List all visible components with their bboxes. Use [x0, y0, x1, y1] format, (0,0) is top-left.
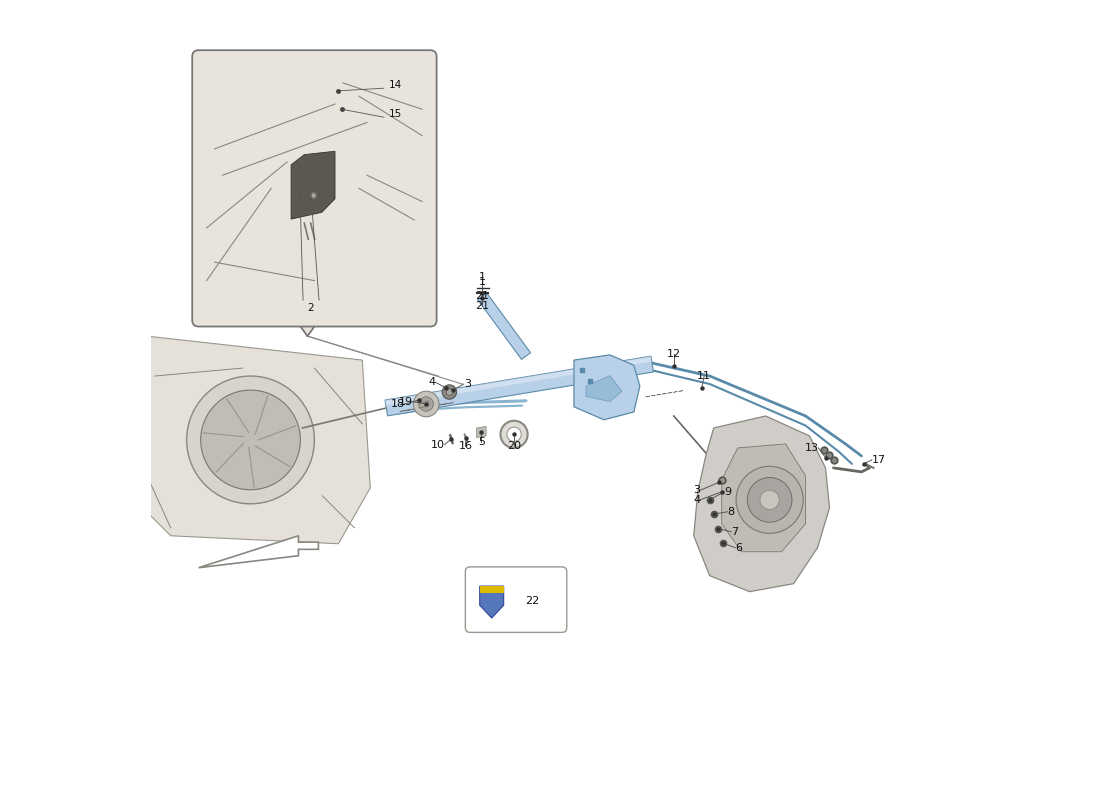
Text: 17: 17: [872, 455, 886, 465]
Text: 12: 12: [667, 349, 681, 358]
Polygon shape: [422, 406, 437, 408]
Polygon shape: [430, 404, 446, 406]
Text: 4: 4: [429, 378, 436, 387]
Text: 8: 8: [727, 507, 735, 517]
Text: 3: 3: [464, 379, 471, 389]
Polygon shape: [673, 391, 678, 392]
Polygon shape: [574, 355, 640, 420]
Polygon shape: [586, 376, 622, 402]
Circle shape: [747, 478, 792, 522]
Polygon shape: [477, 293, 530, 359]
Circle shape: [414, 391, 439, 417]
Text: 14: 14: [388, 80, 401, 90]
Text: 5: 5: [477, 437, 485, 446]
Text: 1: 1: [478, 277, 485, 287]
Polygon shape: [476, 426, 486, 438]
FancyBboxPatch shape: [192, 50, 437, 326]
Polygon shape: [292, 151, 336, 219]
Polygon shape: [408, 408, 420, 410]
Polygon shape: [199, 536, 318, 568]
Text: 6: 6: [735, 542, 743, 553]
Circle shape: [442, 385, 456, 399]
Text: 18: 18: [390, 399, 405, 409]
Text: 7: 7: [732, 526, 738, 537]
Circle shape: [500, 421, 528, 448]
Polygon shape: [400, 410, 412, 411]
Polygon shape: [694, 416, 829, 592]
Text: 22: 22: [525, 596, 539, 606]
Text: 16: 16: [459, 442, 472, 451]
Text: 4: 4: [693, 495, 700, 505]
Polygon shape: [385, 356, 652, 406]
Circle shape: [419, 397, 433, 411]
Polygon shape: [646, 396, 650, 397]
Circle shape: [736, 466, 803, 534]
Polygon shape: [415, 406, 429, 409]
Text: 21: 21: [475, 291, 490, 302]
Polygon shape: [480, 586, 504, 593]
Polygon shape: [722, 444, 805, 552]
Text: 11: 11: [697, 371, 711, 381]
Text: 19: 19: [398, 397, 412, 406]
Polygon shape: [480, 586, 504, 618]
Polygon shape: [679, 390, 683, 391]
Text: 9: 9: [724, 487, 732, 497]
Polygon shape: [438, 402, 453, 406]
Polygon shape: [668, 392, 672, 394]
Text: 2: 2: [308, 302, 315, 313]
Text: 13: 13: [804, 443, 818, 453]
Polygon shape: [419, 401, 429, 408]
Circle shape: [200, 390, 300, 490]
Text: 21: 21: [475, 301, 490, 310]
Text: 15: 15: [388, 110, 401, 119]
Circle shape: [187, 376, 315, 504]
Circle shape: [760, 490, 779, 510]
Text: 10: 10: [430, 440, 444, 450]
Circle shape: [507, 427, 521, 442]
Text: 20: 20: [507, 442, 521, 451]
Text: 1: 1: [478, 272, 485, 282]
Polygon shape: [296, 320, 319, 336]
Text: 3: 3: [693, 486, 700, 495]
FancyBboxPatch shape: [465, 567, 566, 632]
Polygon shape: [385, 356, 653, 416]
Polygon shape: [651, 395, 656, 396]
Polygon shape: [657, 394, 661, 395]
Circle shape: [447, 389, 452, 395]
Polygon shape: [123, 336, 371, 544]
